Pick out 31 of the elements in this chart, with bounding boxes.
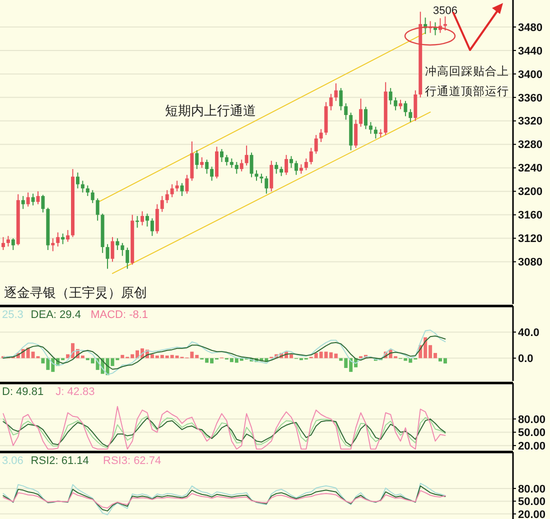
y-tick-label: 3440: [518, 45, 542, 58]
y-tick-label: 80.00: [518, 414, 546, 426]
y-tick-label: 3280: [518, 139, 542, 152]
text: DEA: 29.4: [30, 309, 81, 321]
text: MACD: -8.1: [90, 309, 148, 321]
y-tick-label: 3400: [518, 68, 542, 81]
text: D: 49.81: [2, 386, 44, 398]
y-tick-label: 3320: [518, 116, 542, 128]
y-tick-label: 20.00: [518, 440, 546, 452]
annotation: 3506: [433, 5, 458, 17]
annotation: 冲高回踩贴合上行通道顶部运行: [425, 64, 509, 98]
text: 25.3: [2, 309, 24, 321]
text: RSI3: 62.74: [103, 455, 162, 467]
y-tick-label: 3360: [518, 92, 542, 104]
y-tick-label: 80.00: [518, 483, 546, 496]
y-tick-label: 50.00: [518, 496, 546, 508]
y-tick-label: 50.00: [518, 427, 546, 440]
y-tick-label: 20.00: [518, 508, 546, 519]
y-tick-label: 40.0: [518, 326, 540, 339]
series-label: 3.06: [2, 455, 24, 467]
y-tick-label: 3120: [518, 233, 542, 246]
text: RSI2: 61.14: [30, 455, 89, 467]
y-tick-label: 0.0: [518, 353, 534, 366]
y-tick-label: 3480: [518, 22, 542, 34]
annotation: 短期内上行通道: [165, 103, 256, 118]
y-tick-label: 3240: [518, 162, 542, 175]
y-tick-label: 3200: [518, 186, 542, 198]
series-label: J: 42.83: [56, 386, 95, 398]
y-tick-label: 3160: [518, 210, 542, 222]
y-tick-label: 3080: [518, 256, 542, 269]
annotation: 逐金寻银（王宇炅）原创: [4, 285, 147, 300]
